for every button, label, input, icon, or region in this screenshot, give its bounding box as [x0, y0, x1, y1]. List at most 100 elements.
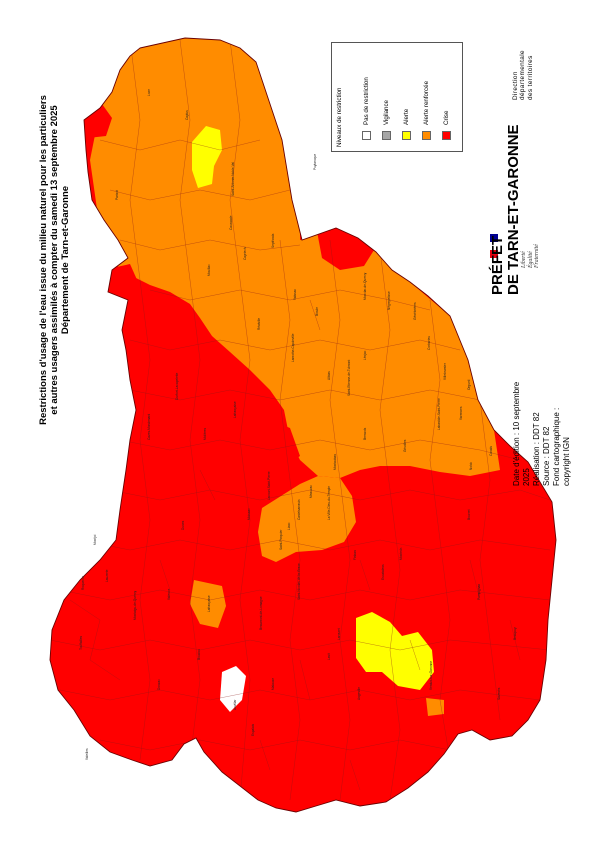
commune-label: Montjoi [93, 534, 97, 545]
legend-swatch [382, 131, 391, 140]
commune-label: Génébrières [413, 302, 417, 320]
motto-fraternite: Fraternité [534, 244, 541, 268]
commune-label: Réalville [257, 318, 261, 330]
commune-label: Roquecor [81, 575, 85, 590]
commune-label: Loze [147, 89, 151, 96]
commune-label: Lizac [287, 522, 291, 530]
commune-label: Saint-Porquier [279, 529, 283, 550]
prefet-line-1: PRÉFET [489, 235, 506, 295]
zone-alerte-north [192, 126, 222, 188]
commune-label: Lamothe-Capdeville [291, 333, 295, 362]
realisation: Réalisation : DDT 82 [532, 412, 541, 486]
commune-label: Meauzac [309, 485, 313, 498]
ddt-line-2: départementale [519, 49, 527, 100]
legend-item-alerte: Alerte [402, 47, 411, 147]
commune-label: Lacourt-Saint-Pierre [267, 471, 271, 500]
zone-crise-central [268, 420, 300, 466]
commune-label: Lafrançaise [207, 595, 211, 612]
edition-date-line-2: 2025 [522, 468, 531, 486]
marianne-flag-icon [490, 234, 498, 258]
map-title: Restrictions d'usage de l'eau issue du m… [38, 50, 71, 470]
map-credits: Date d'édition : 10 septembre 2025 Réali… [512, 382, 572, 486]
commune-label: Montauban [333, 454, 337, 470]
prefet-logo: PRÉFET DE TARN-ET-GARONNE [489, 124, 522, 295]
legend-item-crise: Crise [442, 47, 451, 147]
commune-label: Montaigu-de-Quercy [133, 591, 137, 620]
legend-swatch [362, 131, 371, 140]
commune-label: Varennes [459, 406, 463, 420]
fond-line-2: copyright IGN [562, 437, 571, 486]
zone-alerte-renforcee-north [90, 38, 500, 478]
commune-label: Boudou [197, 649, 201, 660]
title-line-2: et autres usagers assimilés à compter du… [49, 105, 60, 415]
zone-crise-north-2 [316, 222, 374, 270]
commune-label: Dunes [181, 520, 185, 530]
legend-label: Pas de restriction [363, 77, 370, 125]
commune-label: Malause [271, 678, 275, 690]
commune-label: Savenès [497, 687, 501, 700]
legend-swatch [422, 131, 431, 140]
legend-item-vigilance: Vigilance [382, 47, 391, 147]
commune-label: Pompignan [477, 584, 481, 600]
commune-label: Verdun-sur-Garonne [429, 661, 433, 690]
commune-label: Puylaroque [313, 154, 317, 170]
commune-label: Caussade [229, 215, 233, 230]
commune-label: Finhan [353, 550, 357, 560]
commune-label: Larrazet [337, 628, 341, 640]
commune-label: Espalais [251, 724, 255, 736]
commune-label: Bourret [467, 509, 471, 520]
legend-item-pas-de-restriction: Pas de restriction [362, 47, 371, 147]
commune-label: Villebrumier [443, 362, 447, 380]
legend-swatch [442, 131, 451, 140]
commune-label: Valence [167, 588, 171, 600]
republic-motto: Liberté Égalité Fraternité [521, 244, 541, 268]
commune-label: Monclar-de-Quercy [363, 272, 367, 300]
commune-label: Nègrepelisse [387, 291, 391, 310]
zone-alerte-south [356, 612, 434, 690]
legend-label: Alerte renforcée [423, 80, 430, 125]
commune-label: Lavit [327, 653, 331, 660]
commune-label: Caylus [185, 110, 189, 120]
commune-label: Molières [203, 428, 207, 440]
commune-label: Albias [327, 371, 331, 380]
legend-heading: Niveaux de restriction [336, 87, 343, 148]
commune-label: Nohic [469, 461, 473, 470]
motto-liberte: Liberté [521, 251, 527, 268]
legend-label: Vigilance [383, 100, 390, 125]
commune-label: Labastide-Saint-Pierre [437, 398, 441, 430]
ddt-logo-text: Direction départementale des territoires [512, 50, 534, 100]
legend: Niveaux de restriction Pas de restrictio… [331, 42, 463, 152]
commune-label: Corbarieu [427, 336, 431, 350]
zone-pas-de-restriction [220, 666, 246, 712]
commune-label: Valeilles [85, 748, 89, 760]
commune-label: Cayriech [243, 247, 247, 260]
commune-label: Mouillac [207, 264, 211, 276]
commune-label: Lafrançaise [233, 401, 237, 418]
commune-label: Cazes-Mondenard [147, 414, 151, 440]
prefet-line-2: DE TARN-ET-GARONNE [505, 124, 522, 295]
commune-label: Moissac [247, 508, 251, 520]
title-line-3: Département de Tarn-et-Garonne [60, 185, 71, 335]
commune-label: Saint-Etienne-de-Tulmont [347, 360, 351, 396]
motto-egalite: Égalité [527, 251, 534, 268]
zone-alerte-renforcee-west [190, 580, 226, 628]
commune-label: Canals [489, 446, 493, 456]
commune-label: Montech [399, 548, 403, 560]
commune-label: Orgueil [467, 379, 471, 390]
commune-label: Touffailles [79, 635, 83, 650]
commune-label: Castelsarrasin [297, 499, 301, 520]
commune-label: Grisolles [403, 439, 407, 452]
zone-crise-north-3 [112, 264, 138, 296]
commune-boundaries [50, 39, 551, 801]
commune-label: Parisot [115, 190, 119, 200]
ddt-line-3: des territoires [526, 55, 534, 100]
commune-label: Saint-Nicolas-de-la-Grave [297, 563, 301, 600]
legend-label: Crise [443, 110, 450, 125]
commune-label: Septfonds [271, 233, 275, 248]
commune-label: Auvillar [233, 699, 237, 710]
commune-label: Donzac [157, 679, 161, 690]
commune-label: Léojac [363, 350, 367, 360]
commune-label: Bioule [315, 307, 319, 316]
commune-label: Durfort-Lacapelette [175, 372, 179, 400]
